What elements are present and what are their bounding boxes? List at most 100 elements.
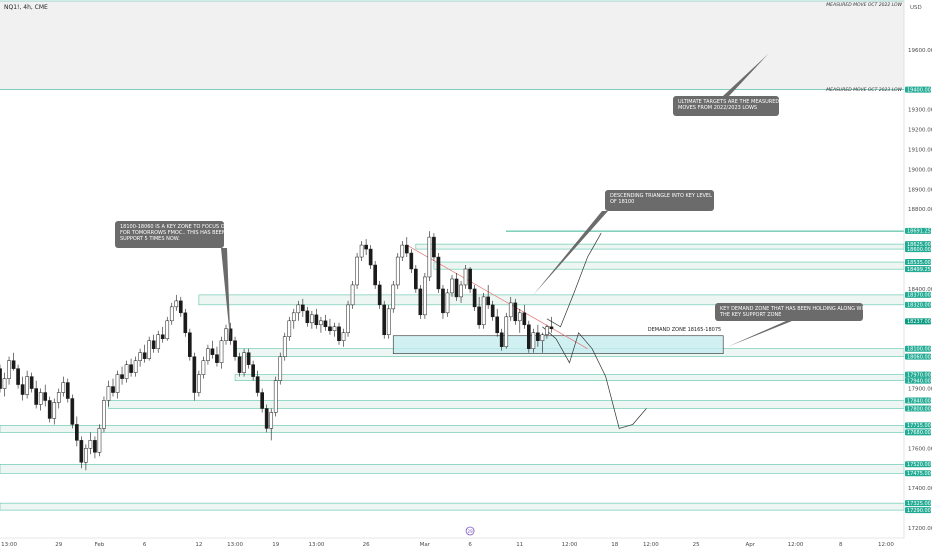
callouts-layer: 18100-18060 IS A KEY ZONE TO FOCUS ONFOR… [115,53,870,347]
price-tick-label: 19600.00 [908,48,932,54]
candle-body [332,326,337,332]
price-badge-label: 17715.00 [907,423,931,429]
candle-body [16,368,20,385]
candle-body [0,368,2,389]
candle-body [291,312,296,322]
price-tick-label: 18900.00 [908,187,932,193]
price-badge-label: 17680.00 [907,430,931,436]
price-badge-label: 17520.00 [907,462,931,468]
candle-body [43,392,48,401]
time-tick-label: 6 [143,542,147,548]
candle-body [2,378,7,389]
price-badge-label: 19400.00 [907,87,931,93]
price-badge [905,301,931,308]
price-tick-label: 17600.00 [908,446,932,452]
candle-body [468,268,472,290]
symbol-title[interactable]: NQ1!, 4h, CME [4,4,48,11]
time-tick-label: 12 [195,542,202,548]
price-badge-label: 17290.00 [907,508,931,514]
candle-body [7,360,11,379]
price-badge [905,241,931,248]
candle-body [391,284,396,310]
candle-body [129,364,133,373]
candle-body [310,314,314,324]
candle-body [450,278,454,294]
price-badge-label: 17800.00 [907,406,931,412]
price-badge [905,291,931,298]
candle-body [414,268,418,290]
time-tick-label: 25 [693,542,700,548]
candle-body [337,326,341,341]
price-badge [905,429,931,436]
candle-body [237,356,242,373]
candle-body [138,352,142,361]
price-badge [905,227,931,234]
candle-body [359,244,364,258]
callout-pointer [727,321,792,347]
candle-body [264,408,269,429]
price-badge [905,86,931,93]
price-badge-label: 18320.00 [907,303,931,309]
price-badge [905,405,931,412]
candle-body [301,304,305,312]
callout-text: THE KEY SUPPORT ZONE [719,312,781,318]
candle-body [120,374,124,379]
demand-zone [392,335,724,354]
candle-body [350,284,355,306]
candle-body [540,334,545,341]
zone-label-top: MEASURED MOVE OCT 2022 LOW [826,2,902,8]
price-badge-label: 18691.25 [907,229,931,235]
callout-text: MOVES FROM 2022/2023 LOWS [678,105,757,111]
callout-text: 18100-18060 IS A KEY ZONE TO FOCUS ON [120,224,229,230]
candle-body [377,284,382,306]
candle-body [423,276,427,316]
support-zone [415,243,905,250]
price-tick-label: 19100.00 [908,147,932,153]
candles-layer [0,231,554,471]
candle-body [355,256,359,286]
candle-body [224,328,228,341]
candle-body [255,376,260,393]
zones-layer: MEASURED MOVE OCT 2022 LOW MEASURED MOVE … [0,0,905,511]
support-zone [234,374,905,381]
support-zone [0,502,905,511]
symbol-label: NQ1!, 4h, CME [4,4,48,11]
candle-body [395,256,400,286]
candle-body [427,236,432,278]
candle-body [459,284,463,298]
time-tick-label: 18 [611,542,618,548]
time-tick-label: 13:00 [227,542,243,548]
candle-body [486,296,490,306]
candle-body [183,312,188,334]
candle-body [174,300,179,308]
candle-body [314,314,319,326]
candle-body [61,382,66,393]
support-zone [433,261,905,270]
callout-pointer [723,53,769,96]
candle-body [169,306,174,322]
candle-body [260,392,264,409]
price-tick-label: 18400.00 [908,287,932,293]
candle-body [404,244,409,254]
event-marker-label: 29 [468,529,474,534]
candle-body [29,376,34,389]
candle-body [472,288,477,308]
zone-label-bottom: MEASURED MOVE OCT 2023 LOW [826,87,902,93]
price-badge-label: 17940.00 [907,378,931,384]
price-badge [905,318,931,325]
candle-body [454,278,459,298]
candle-body [102,400,106,429]
price-badge [905,397,931,404]
candle-body [341,332,346,341]
candle-body [323,320,328,328]
callout-text: SUPPORT 5 TIMES NOW. [120,236,180,242]
candle-body [160,334,165,339]
candle-body [52,402,57,419]
time-tick-label: Feb [95,542,105,548]
candle-body [228,328,233,341]
candle-body [215,354,219,363]
projection-path-down [542,326,647,429]
candle-body [151,340,156,349]
